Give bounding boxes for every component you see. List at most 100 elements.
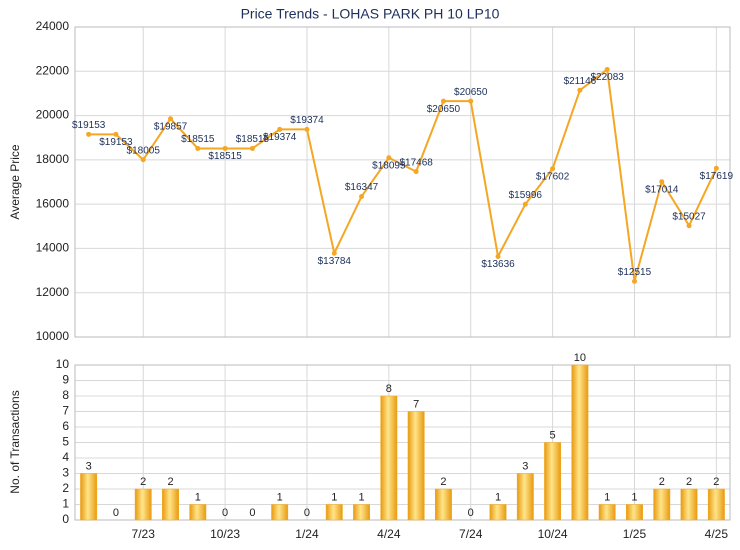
y-axis-label: Average Price [8,144,22,219]
y-tick-label: 6 [62,419,69,433]
data-label: $18515 [236,134,270,145]
y-tick-label: 7 [62,404,69,418]
price-point [440,98,446,104]
data-label: 1 [604,491,610,503]
y-tick-label: 0 [62,512,69,526]
y-tick-label: 5 [62,435,69,449]
data-label: $20650 [454,87,488,98]
x-tick-label: 7/23 [132,527,156,541]
bar [489,504,507,521]
y-tick-label: 14000 [36,241,70,255]
y-tick-label: 12000 [36,285,70,299]
price-point [249,145,255,151]
x-tick-label: 10/23 [210,527,240,541]
price-point [304,126,310,132]
data-label: 3 [86,460,92,472]
plot-frame [74,26,731,338]
data-label: $19153 [72,120,106,131]
y-tick-label: 22000 [36,63,70,77]
price-point [495,253,501,259]
data-label: $22083 [591,72,625,83]
data-label: $12515 [618,267,652,278]
data-label: 1 [195,491,201,503]
x-tick-label: 7/24 [459,527,483,541]
y-tick-label: 20000 [36,108,70,122]
data-label: 1 [359,491,365,503]
y-tick-label: 3 [62,466,69,480]
data-label: $20650 [427,104,461,115]
data-label: $19374 [263,132,297,143]
bar [325,504,343,521]
data-label: 2 [713,476,719,488]
bar [598,504,616,521]
bar [80,473,98,521]
bar [680,488,698,521]
bar [544,442,562,521]
x-tick-label: 1/24 [295,527,319,541]
data-label: $13784 [318,256,352,267]
data-label: 0 [304,507,310,519]
x-tick-label: 4/24 [377,527,401,541]
data-label: $18095 [372,160,406,171]
data-label: 0 [468,507,474,519]
y-tick-label: 1 [62,497,69,511]
data-label: $17619 [700,171,734,182]
data-label: $13636 [481,259,515,270]
data-label: $19153 [99,137,133,148]
data-label: 3 [522,460,528,472]
data-label: 2 [659,476,665,488]
data-label: 1 [277,491,283,503]
y-tick-label: 4 [62,450,69,464]
y-tick-label: 18000 [36,152,70,166]
data-label: 0 [113,507,119,519]
y-tick-label: 16000 [36,196,70,210]
price-point [713,165,719,171]
bar [271,504,289,521]
price-point [577,87,583,93]
price-point [168,116,174,122]
price-point [631,278,637,284]
data-label: 2 [686,476,692,488]
price-point [686,223,692,229]
data-label: 5 [550,429,556,441]
data-label: $19857 [154,121,188,132]
x-tick-label: 4/25 [705,527,729,541]
data-label: $18515 [181,134,215,145]
x-tick-label: 1/25 [623,527,647,541]
data-label: 10 [574,352,586,364]
data-label: 0 [222,507,228,519]
price-point [359,193,365,199]
bar [162,488,179,521]
y-tick-label: 24000 [36,19,70,33]
bar [626,504,643,521]
y-tick-label: 10000 [36,329,70,343]
price-point [386,155,392,161]
x-tick-label: 10/24 [538,527,568,541]
data-label: 2 [440,476,446,488]
bar [516,473,534,521]
price-point [222,145,228,151]
bar [189,504,207,521]
price-line [88,67,718,282]
price-point [195,145,201,151]
bar [571,364,589,521]
price-point [550,166,556,172]
chart-title: Price Trends - LOHAS PARK PH 10 LP10 [241,6,500,22]
data-label: $18515 [208,151,242,162]
price-point [140,157,146,163]
data-label: $17468 [399,157,433,168]
data-label: $15027 [672,211,706,222]
bar [353,504,370,521]
data-label: $17602 [536,171,570,182]
y-tick-label: 8 [62,388,69,402]
data-label: 2 [140,476,146,488]
data-label: $15996 [509,190,543,201]
data-label: $21146 [564,76,597,87]
price-point [277,126,283,132]
price-point [604,66,610,72]
bar [407,411,425,521]
bar [380,395,398,521]
data-label: $19374 [290,115,324,126]
data-label: $16347 [345,182,379,193]
